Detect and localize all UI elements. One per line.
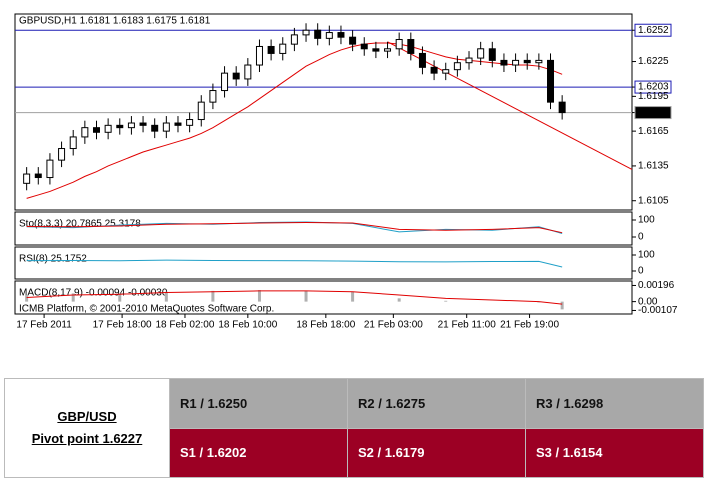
chart: GBPUSD,H1 1.6181 1.6183 1.6175 1.6181 IC… [14,13,678,331]
candle-body [127,122,135,129]
y-tick-label: 100 [638,215,655,226]
cell: R1 / 1.6250 [169,378,348,429]
moving-average [26,42,563,199]
candle-body [58,148,66,161]
y-tick-label: 1.6203 [638,82,669,93]
cell: S3 / 1.6154 [525,427,704,478]
candle-body [23,173,31,184]
candle-body [512,59,520,66]
y-tick-label: 0 [638,232,644,243]
candle-body [46,159,54,179]
candle-body [430,66,438,74]
y-tick-label: -0.00107 [638,305,678,316]
candle-body [174,122,182,126]
y-tick-label: 1.6225 [638,56,669,67]
y-tick-label: 1.6181 [638,107,669,118]
candle-body [349,36,357,45]
candle-body [407,39,415,54]
x-tick-label: 17 Feb 2011 [16,320,72,331]
pivot-header: GBP/USD Pivot point 1.6227 [4,378,170,478]
y-tick-label: 1.6195 [638,91,669,102]
candle-body [523,59,531,64]
rsi-panel [14,246,633,280]
candle-body [92,127,100,133]
candle-body [244,64,252,80]
candle-body [221,72,229,92]
pivot-table: GBP/USD Pivot point 1.6227 R1 / 1.6250 R2 … [4,378,704,478]
price-box [634,106,672,120]
y-tick-label: 100 [638,250,655,261]
candle-body [465,57,473,64]
footer: ICMB Platform, © 2001-2010 MetaQuotes So… [19,304,274,315]
y-tick-label: 0 [638,266,644,277]
candle-body [186,119,194,126]
x-tick-label: 18 Feb 18:00 [296,320,355,331]
candle-body [488,48,496,61]
cell: S2 / 1.6179 [347,427,526,478]
candle-body [267,45,275,54]
cell: R2 / 1.6275 [347,378,526,429]
candle-body [151,124,159,132]
x-tick-label: 21 Feb 03:00 [364,320,423,331]
y-tick-label: 0.00196 [638,280,675,291]
x-tick-label: 17 Feb 18:00 [93,320,152,331]
candle-body [477,48,485,59]
candle-body [418,52,426,68]
cell: R3 / 1.6298 [525,378,704,429]
y-tick-label: 1.6252 [638,25,669,36]
y-tick-label: 0.00 [638,296,658,307]
candle-body [535,59,543,64]
candle-body [279,43,287,54]
trend-line [387,41,633,170]
candle-body [69,136,77,150]
indicator-line [26,222,563,234]
candle-body [337,32,345,38]
indicator-label: Sto(8,3,3) 20.7865 25.3178 [19,219,141,230]
candle-body [34,173,42,179]
price-box [634,80,672,94]
macd-panel [14,280,633,315]
candle-body [360,43,368,50]
cell: S1 / 1.6202 [169,427,348,478]
candle-body [209,90,217,103]
candle-body [116,124,124,129]
candle-body [384,48,392,52]
x-tick-label: 21 Feb 11:00 [438,320,497,331]
y-tick-label: 1.6165 [638,126,669,137]
candle-body [104,124,112,133]
x-tick-label: 18 Feb 10:00 [218,320,277,331]
chart-title: GBPUSD,H1 1.6181 1.6183 1.6175 1.6181 [19,16,211,27]
x-tick-label: 21 Feb 19:00 [500,320,559,331]
candle-body [197,101,205,121]
y-tick-label: 1.6105 [638,195,669,206]
candle-body [442,69,450,74]
pivot: Pivot point 1.6227 [31,431,143,446]
candle-body [500,59,508,66]
indicator-line [26,259,563,268]
candle-body [314,29,322,39]
candle-body [162,122,170,132]
price-box [634,23,672,37]
candle-body [302,29,310,36]
x-tick-label: 18 Feb 02:00 [155,320,214,331]
candle-body [453,62,461,71]
candle-body [81,127,89,138]
pair: GBP/USD [57,409,117,424]
candle-body [372,48,380,52]
candle-body [255,45,263,66]
candle-body [325,32,333,39]
candle-body [139,122,147,126]
candle-body [558,101,566,114]
indicator-line [26,290,563,305]
indicator-label: RSI(8) 25.1752 [19,254,87,265]
indicator-line [26,221,563,234]
main-panel [14,13,633,211]
indicator-label: MACD(8,17,9) -0.00094 -0.00030 [19,288,168,299]
candle-body [547,59,555,103]
candle-body [290,34,298,45]
candle-body [232,72,240,80]
y-tick-label: 1.6135 [638,161,669,172]
candle-body [395,39,403,50]
